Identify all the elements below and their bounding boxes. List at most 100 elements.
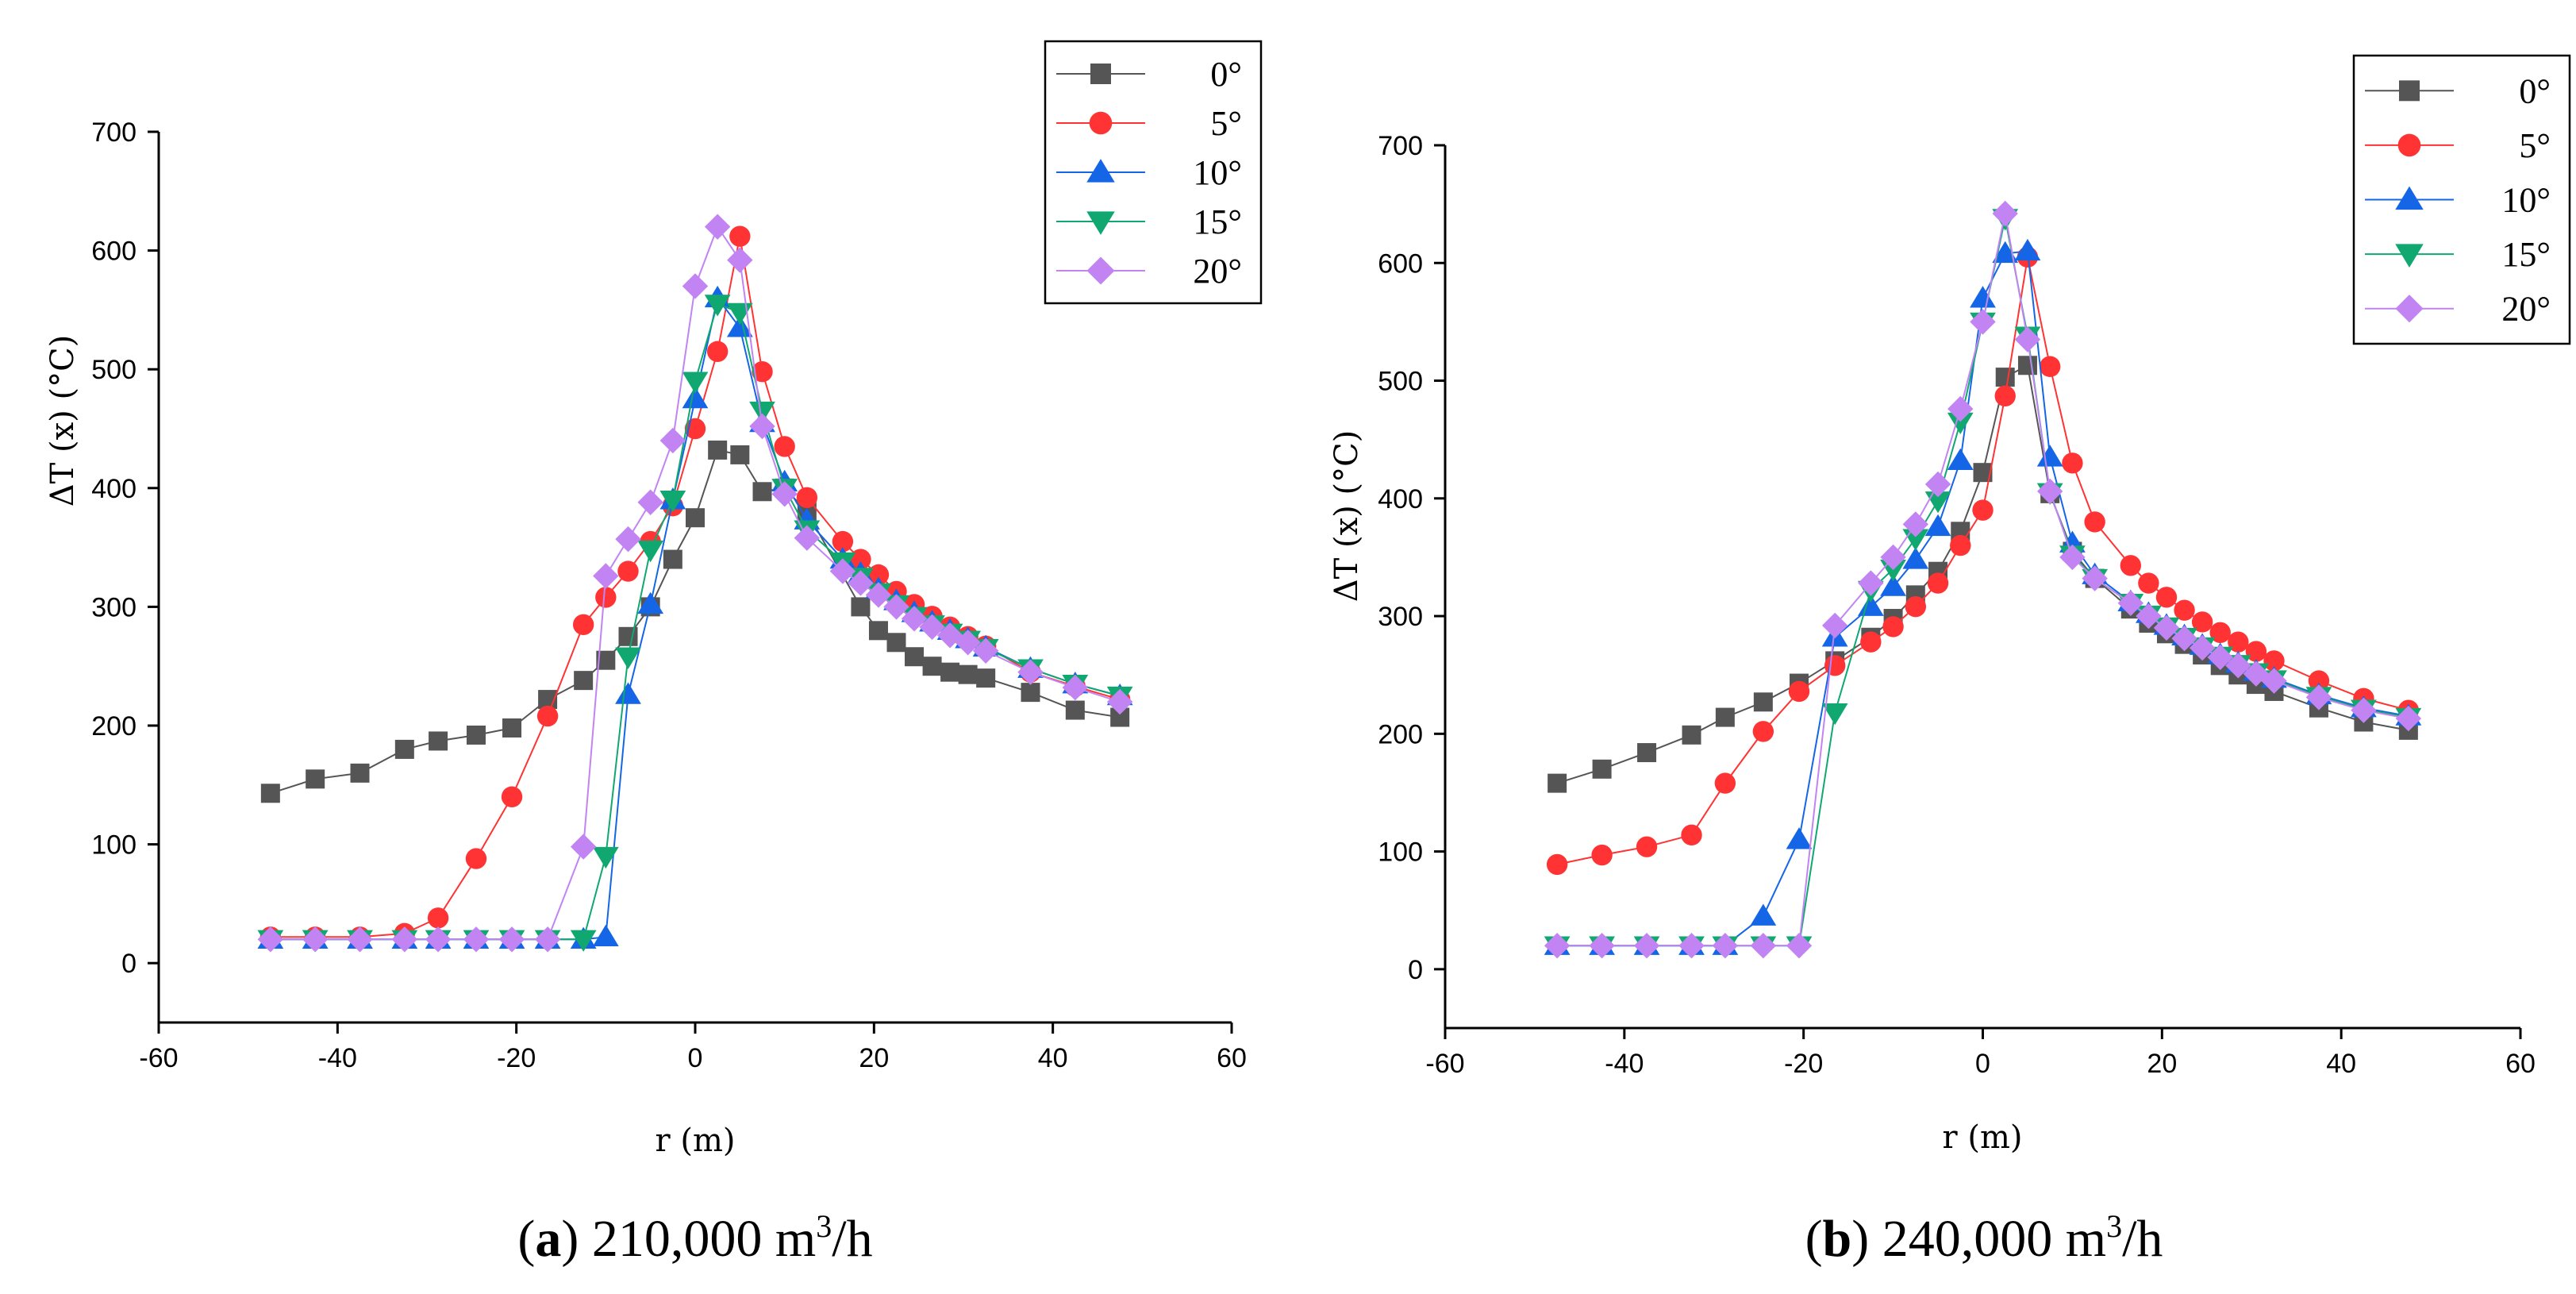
data-point	[752, 482, 772, 502]
y-tick-label: 400	[1378, 484, 1423, 514]
data-point	[1062, 674, 1089, 701]
data-point	[615, 647, 641, 669]
data-point	[1880, 574, 1906, 596]
data-point	[1824, 655, 1846, 676]
data-point	[2036, 478, 2063, 505]
legend-marker	[2395, 244, 2424, 268]
x-axis-title: r (m)	[1943, 1119, 2023, 1156]
x-tick-label: 40	[1038, 1043, 1068, 1073]
x-tick-label: 40	[2326, 1049, 2356, 1079]
data-point	[1924, 471, 1951, 498]
y-tick-label: 600	[1378, 248, 1423, 279]
x-tick-label: 20	[2147, 1049, 2177, 1079]
data-point	[886, 633, 906, 653]
data-point	[536, 705, 559, 727]
data-point	[618, 626, 638, 646]
data-point	[752, 360, 773, 383]
data-point	[617, 560, 639, 582]
caption-superscript: 3	[816, 1208, 832, 1244]
legend-marker	[1090, 64, 1111, 84]
data-point	[1972, 499, 1994, 521]
caption-text: 210,000 m	[592, 1210, 816, 1268]
caption-text: 240,000 m	[1882, 1210, 2106, 1268]
legend-label: 10°	[1193, 153, 1242, 192]
legend-label: 0°	[2519, 71, 2551, 110]
data-point	[350, 763, 370, 783]
y-tick-label: 700	[1378, 131, 1423, 161]
legend-label: 5°	[2519, 126, 2551, 165]
data-point	[637, 489, 663, 515]
data-point	[2036, 445, 2063, 467]
data-point	[501, 786, 523, 807]
data-point	[637, 540, 664, 563]
caption-paren-close: )	[561, 1210, 591, 1268]
data-point	[1995, 368, 2015, 387]
data-point	[391, 926, 418, 953]
y-tick-label: 300	[91, 592, 136, 622]
data-point	[463, 926, 490, 953]
data-point	[2305, 684, 2332, 711]
data-point	[2136, 603, 2162, 630]
data-point	[865, 582, 892, 608]
data-point	[2120, 555, 2142, 576]
data-point	[905, 647, 925, 667]
data-point	[851, 597, 871, 617]
data-point	[1017, 659, 1044, 685]
legend-marker	[1086, 256, 1115, 285]
data-point	[659, 491, 686, 513]
data-point	[570, 834, 597, 860]
data-point	[1106, 688, 1133, 715]
data-point	[1902, 547, 1929, 569]
data-point	[1882, 616, 1904, 637]
data-point	[1548, 773, 1567, 793]
data-point	[2263, 650, 2285, 672]
data-point	[593, 563, 619, 589]
caption-suffix: /h	[2122, 1210, 2163, 1268]
data-point	[2171, 626, 2197, 652]
data-point	[570, 930, 597, 952]
data-point	[615, 526, 641, 553]
data-point	[574, 671, 594, 691]
legend-marker	[2395, 295, 2424, 323]
data-point	[774, 436, 795, 457]
data-point	[2189, 634, 2216, 661]
legend-label: 20°	[1193, 252, 1242, 291]
data-point	[850, 549, 871, 570]
data-point	[429, 731, 448, 751]
data-point	[1858, 570, 1884, 596]
data-point	[708, 440, 728, 460]
data-point	[1633, 933, 1660, 959]
data-point	[347, 926, 373, 953]
data-point	[595, 587, 617, 608]
data-point	[794, 525, 821, 551]
data-point	[1950, 534, 1971, 556]
data-point	[1924, 514, 1951, 537]
data-point	[1994, 385, 2016, 407]
data-point	[615, 682, 641, 704]
data-point	[2261, 668, 2287, 694]
data-point	[2062, 453, 2083, 474]
data-point	[972, 637, 999, 664]
data-point	[1927, 572, 1949, 594]
data-point	[659, 427, 686, 454]
data-point	[1992, 241, 2019, 264]
data-point	[1786, 933, 1813, 959]
data-point	[883, 594, 909, 620]
caption-paren-close: )	[1851, 1210, 1882, 1268]
data-point	[2395, 705, 2422, 732]
legend-marker	[1089, 111, 1113, 135]
data-point	[1750, 933, 1777, 959]
data-point	[2155, 587, 2178, 608]
data-point	[1544, 933, 1571, 959]
data-point	[427, 907, 449, 929]
data-point	[534, 926, 561, 953]
data-point	[302, 926, 329, 953]
data-point	[955, 630, 981, 656]
legend: 0° 5° 10° 15° 20°	[1044, 40, 1263, 305]
data-point	[726, 315, 753, 337]
data-point	[2174, 599, 2195, 621]
legend: 0° 5° 10° 15° 20°	[2352, 54, 2571, 345]
y-axis-title: ΔT (x) (°C)	[44, 335, 81, 507]
